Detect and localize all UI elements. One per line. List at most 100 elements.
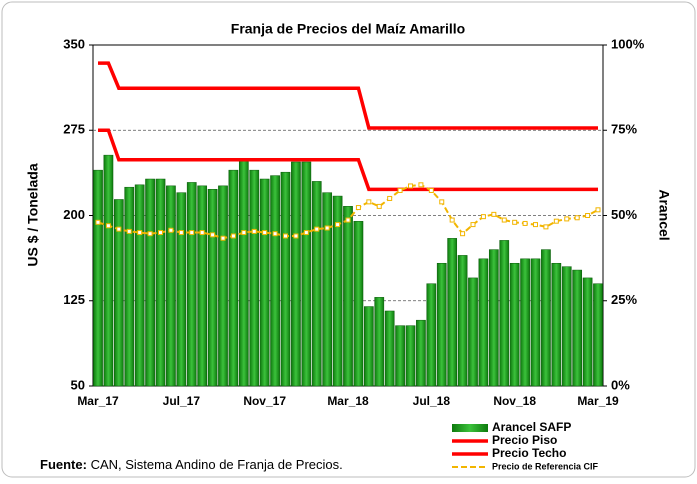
bar [291,161,301,387]
y-tick-label: 275 [63,122,85,137]
point-marker [189,230,195,236]
bar [374,297,385,387]
point-marker [387,195,393,201]
bar [343,206,353,387]
bar [395,325,405,387]
y-tick-label: 125 [63,292,85,307]
bar [447,238,458,387]
bar [145,178,155,387]
point-marker [116,226,122,232]
bar [134,184,145,387]
bar [332,195,343,387]
bar [582,277,593,387]
point-marker [366,199,372,205]
x-tick-label: Jul_18 [413,394,451,408]
line [98,61,598,130]
bar [561,266,572,387]
bar [551,262,562,387]
bar [468,277,478,387]
bar [155,178,166,387]
point-marker [564,216,570,222]
bar [249,169,260,387]
bar [322,192,333,387]
point-marker [408,183,413,189]
point-marker [241,230,247,236]
point-marker [303,230,309,236]
point-marker [533,222,538,228]
bar [166,185,176,387]
x-tick-label: Mar_18 [327,394,369,408]
source-label: Fuente: [40,457,87,472]
bar [353,221,364,387]
bar [520,258,530,387]
x-tick-label: Jul_17 [163,394,201,408]
y-tick-label: 50 [71,377,85,392]
point-marker [293,233,299,239]
bar [238,158,249,387]
point-marker [512,219,518,225]
point-marker [199,230,205,236]
bar [530,258,541,387]
line [98,128,598,192]
point-marker [460,231,466,237]
bar [124,186,135,387]
bar [93,169,103,387]
point-marker [105,223,111,229]
bar [218,185,228,387]
y2-axis-title: Arancel [656,189,672,240]
y2-tick-label: 100% [611,36,645,51]
point-marker [418,182,424,188]
point-marker [262,230,268,236]
bar [405,325,416,387]
point-marker [522,220,528,226]
x-tick-label: Nov_18 [493,394,536,408]
bar [499,240,510,387]
bar [488,249,499,387]
y2-tick-label: 25% [611,292,637,307]
bar [113,199,124,387]
point-marker [251,228,257,234]
point-marker [553,218,559,224]
y-axis-title: US $ / Tonelada [25,163,41,266]
point-marker [272,231,278,237]
point-marker [220,235,226,241]
bar [311,181,322,387]
bar [270,175,280,387]
point-marker [439,199,445,205]
bar [259,178,270,387]
x-tick-label: Mar_19 [577,394,619,408]
source-note: Fuente: CAN, Sistema Andino de Franja de… [40,457,343,472]
point-marker [126,228,132,234]
bar [301,161,312,387]
bar [436,262,447,387]
point-marker [95,219,101,225]
bar [186,182,197,387]
bar [541,249,551,387]
bar [363,306,374,387]
legend-swatch [452,424,488,432]
point-marker [283,233,288,239]
point-marker [324,225,330,231]
source-text: CAN, Sistema Andino de Franja de Precios… [91,457,343,472]
legend-label: Arancel SAFP [492,420,571,434]
bar [509,262,520,387]
bar [593,283,603,387]
legend-label: Precio de Referencia CIF [492,461,599,471]
point-marker [470,222,476,228]
point-marker [314,226,320,232]
x-tick-label: Nov_17 [243,394,286,408]
legend-label: Precio Techo [492,446,566,460]
point-marker [543,224,549,230]
y2-tick-label: 0% [611,377,630,392]
y-tick-label: 200 [63,207,85,222]
bar [280,171,291,387]
point-marker [335,222,341,228]
point-marker [210,232,216,238]
bar [416,319,426,387]
bar [103,154,114,387]
point-marker [595,207,601,213]
point-marker [397,187,403,193]
legend-label: Precio Piso [492,433,557,447]
point-marker [501,217,507,223]
bar [572,269,583,387]
